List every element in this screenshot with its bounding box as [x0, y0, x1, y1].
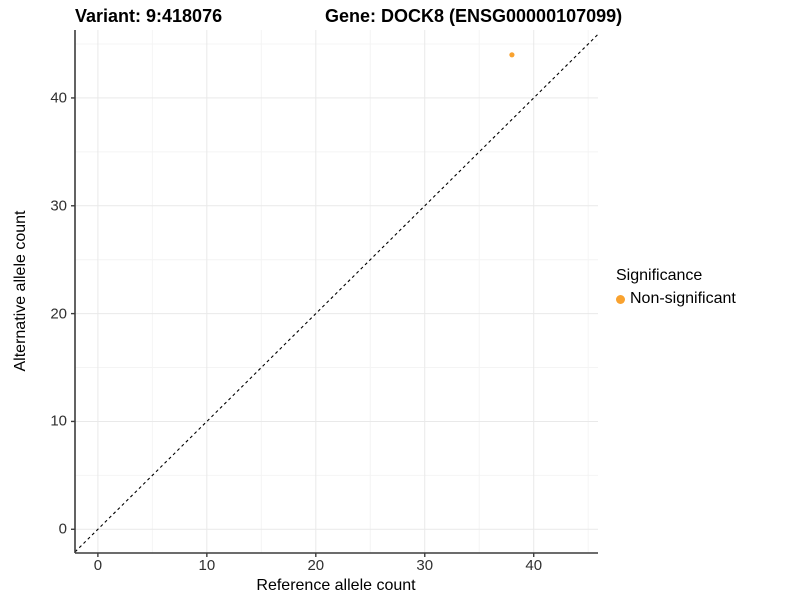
plot-panel — [71, 30, 599, 557]
x-tick-label: 20 — [307, 557, 325, 574]
legend-item: Non-significant — [616, 290, 736, 308]
x-tick-label: 0 — [93, 557, 103, 574]
gene-title: Gene: DOCK8 (ENSG00000107099) — [325, 6, 623, 26]
y-tick-label: 10 — [50, 412, 67, 430]
legend-item-label: Non-significant — [630, 290, 736, 307]
legend: Significance Non-significant — [616, 266, 736, 308]
y-tick-label: 40 — [50, 89, 67, 107]
plot-svg — [71, 30, 599, 557]
legend-items: Non-significant — [616, 290, 736, 308]
legend-point-icon — [616, 294, 625, 304]
x-tick-label: 40 — [525, 557, 543, 574]
x-axis-title: Reference allele count — [256, 577, 416, 594]
variant-title: Variant: 9:418076 — [75, 6, 223, 26]
x-tick-label: 10 — [198, 557, 216, 574]
x-tick-label: 30 — [416, 557, 434, 574]
legend-title: Significance — [616, 267, 703, 284]
y-tick-label: 0 — [58, 520, 67, 538]
y-tick-label: 30 — [50, 197, 67, 215]
y-tick-label: 20 — [50, 305, 67, 323]
data-point — [509, 52, 515, 58]
y-axis-title: Alternative allele count — [12, 210, 29, 372]
identity-line — [74, 33, 599, 553]
